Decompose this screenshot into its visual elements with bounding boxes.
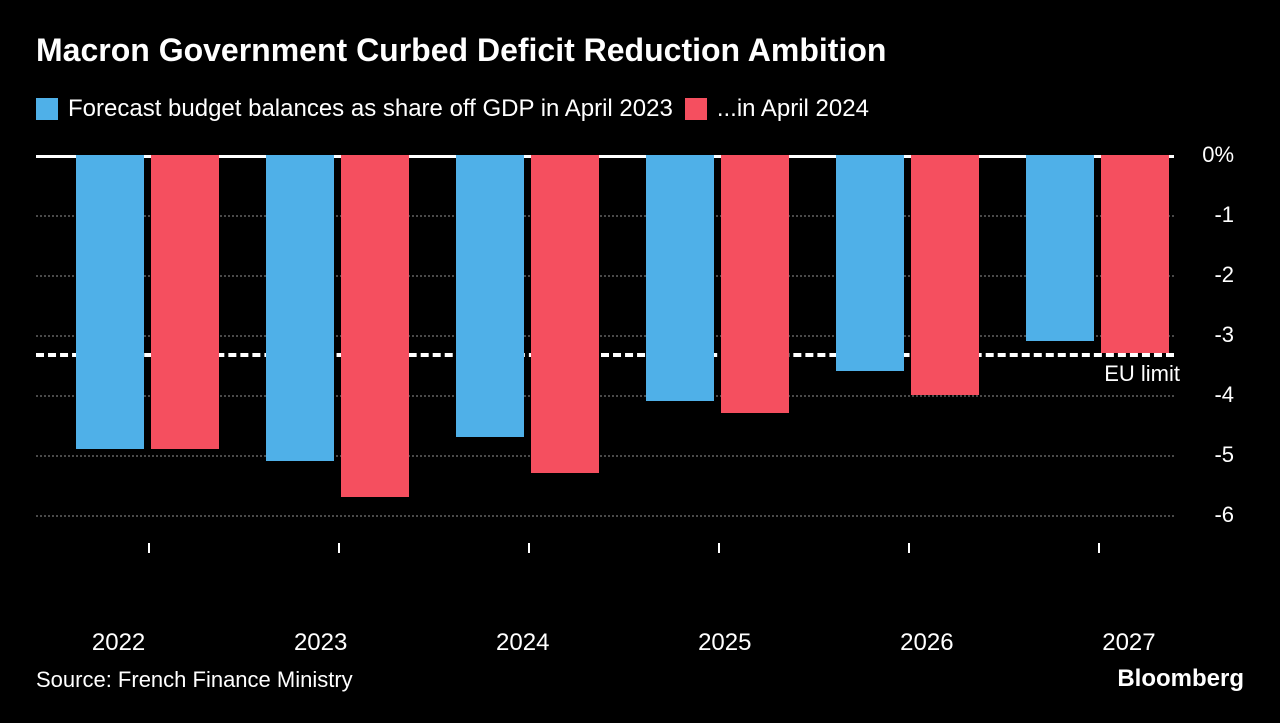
x-tick	[338, 543, 340, 553]
x-axis-label: 2025	[698, 629, 751, 657]
bar-series-a	[266, 155, 334, 461]
gridline	[36, 455, 1174, 457]
legend-item-a: Forecast budget balances as share off GD…	[36, 95, 673, 123]
x-tick	[1098, 543, 1100, 553]
legend: Forecast budget balances as share off GD…	[36, 95, 1244, 123]
x-axis-label: 2026	[900, 629, 953, 657]
y-tick-label: -6	[1184, 502, 1234, 528]
x-axis-labels: 2022 2023 2024 2025 2026 2027	[0, 629, 1210, 659]
y-tick-label: -5	[1184, 442, 1234, 468]
x-tick	[718, 543, 720, 553]
legend-label-b: ...in April 2024	[717, 95, 869, 123]
brand-text: Bloomberg	[1117, 665, 1244, 693]
x-tick	[908, 543, 910, 553]
bar-series-a	[456, 155, 524, 437]
y-tick-label: 0%	[1184, 142, 1234, 168]
source-text: Source: French Finance Ministry	[36, 667, 353, 693]
x-tick	[528, 543, 530, 553]
chart-title: Macron Government Curbed Deficit Reducti…	[36, 32, 1244, 69]
chart-plot: 0%-1-2-3-4-5-6EU limit	[36, 155, 1174, 545]
x-axis-label: 2022	[92, 629, 145, 657]
legend-swatch-a	[36, 98, 58, 120]
y-tick-label: -1	[1184, 202, 1234, 228]
x-tick	[148, 543, 150, 553]
bar-series-b	[341, 155, 409, 497]
bar-series-a	[646, 155, 714, 401]
bar-series-b	[531, 155, 599, 473]
y-tick-label: -2	[1184, 262, 1234, 288]
x-axis-label: 2024	[496, 629, 549, 657]
bar-series-b	[151, 155, 219, 449]
bar-series-b	[911, 155, 979, 395]
chart-plot-wrap: 0%-1-2-3-4-5-6EU limit	[36, 145, 1174, 575]
y-tick-label: -4	[1184, 382, 1234, 408]
legend-swatch-b	[685, 98, 707, 120]
legend-label-a: Forecast budget balances as share off GD…	[68, 95, 673, 123]
x-axis-label: 2027	[1102, 629, 1155, 657]
legend-item-b: ...in April 2024	[685, 95, 869, 123]
bar-series-b	[1101, 155, 1169, 353]
gridline	[36, 515, 1174, 517]
eu-limit-label: EU limit	[1104, 361, 1180, 387]
y-tick-label: -3	[1184, 322, 1234, 348]
chart-container: Macron Government Curbed Deficit Reducti…	[0, 0, 1280, 723]
bar-series-a	[836, 155, 904, 371]
x-axis-label: 2023	[294, 629, 347, 657]
bar-series-b	[721, 155, 789, 413]
bar-series-a	[76, 155, 144, 449]
bar-series-a	[1026, 155, 1094, 341]
